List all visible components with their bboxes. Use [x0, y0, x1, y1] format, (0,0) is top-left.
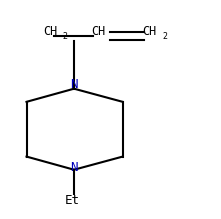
Text: CH: CH: [143, 25, 157, 38]
Text: N: N: [70, 161, 78, 174]
Text: 2: 2: [63, 32, 68, 41]
Text: CH: CH: [92, 25, 106, 38]
Text: CH: CH: [43, 25, 57, 38]
Text: Et: Et: [65, 194, 80, 207]
Text: N: N: [70, 78, 78, 91]
Text: 2: 2: [162, 32, 167, 41]
